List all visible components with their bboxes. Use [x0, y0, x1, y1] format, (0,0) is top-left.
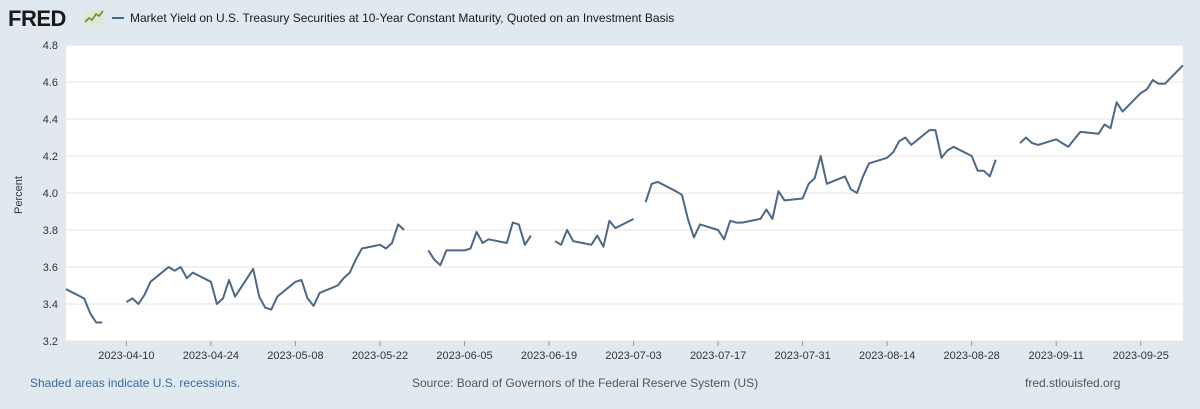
source-note: Source: Board of Governors of the Federa… — [412, 376, 759, 390]
y-axis-label: Percent — [13, 176, 25, 214]
gridlines — [66, 44, 1183, 342]
x-tick-label: 2023-05-22 — [352, 350, 408, 362]
x-tick-label: 2023-06-05 — [436, 350, 492, 362]
y-tick-label: 4.0 — [43, 188, 58, 200]
x-axis-ticks: 2023-04-10 2023-04-24 2023-05-08 2023-05-22… — [98, 341, 1169, 362]
x-tick-label: 2023-09-11 — [1028, 350, 1083, 362]
series-line — [554, 218, 635, 248]
legend-label: Market Yield on U.S. Treasury Securities… — [130, 11, 675, 25]
x-tick-label: 2023-08-28 — [944, 350, 1000, 362]
series-group — [65, 64, 1184, 324]
x-tick-label: 2023-05-08 — [267, 350, 323, 362]
fred-logo[interactable]: FRED — [8, 6, 66, 31]
x-tick-label: 2023-07-31 — [774, 350, 830, 362]
series-line — [65, 288, 103, 324]
x-tick-label: 2023-06-19 — [521, 350, 577, 362]
x-tick-label: 2023-07-17 — [690, 350, 746, 362]
chart-sparkline-icon — [84, 9, 104, 25]
x-tick-label: 2023-08-14 — [859, 350, 915, 362]
series-line — [125, 223, 405, 311]
x-tick-label: 2023-09-25 — [1113, 350, 1169, 362]
chart-header: FRED Market Yield on U.S. Treasury Secur… — [0, 0, 1200, 36]
site-link[interactable]: fred.stlouisfed.org — [1025, 376, 1121, 390]
x-tick-label: 2023-04-10 — [98, 350, 154, 362]
x-tick-label: 2023-07-03 — [605, 350, 661, 362]
chart-legend: Market Yield on U.S. Treasury Securities… — [112, 11, 674, 25]
y-tick-label: 4.4 — [43, 114, 58, 126]
y-tick-label: 3.8 — [43, 225, 58, 237]
y-axis-ticks: 3.2 3.4 3.6 3.8 4.0 4.2 4.4 4.6 4.8 — [43, 40, 58, 348]
x-tick-label: 2023-04-24 — [183, 350, 239, 362]
y-tick-label: 4.6 — [43, 77, 58, 89]
series-line — [644, 129, 997, 241]
y-tick-label: 3.4 — [43, 299, 58, 311]
y-tick-label: 3.6 — [43, 262, 58, 274]
recession-note-link[interactable]: Shaded areas indicate U.S. recessions. — [30, 376, 241, 390]
y-tick-label: 4.2 — [43, 151, 58, 163]
series-line — [427, 221, 532, 267]
y-tick-label: 4.8 — [43, 40, 58, 52]
line-chart: 3.23.43.63.84.04.24.44.64.8 2023-04-10 20… — [13, 40, 1184, 362]
series-line — [1019, 64, 1184, 148]
legend-swatch — [112, 17, 124, 19]
y-tick-label: 3.2 — [43, 336, 58, 348]
